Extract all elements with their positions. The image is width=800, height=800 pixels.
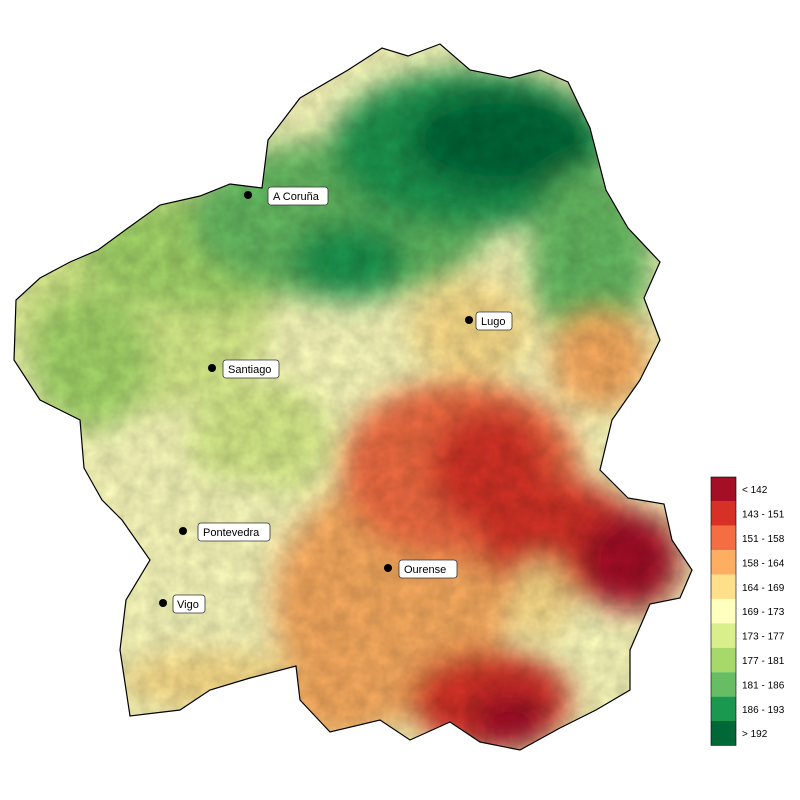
city-label: Lugo: [481, 316, 505, 328]
city-label: A Coruña: [273, 191, 320, 203]
city-label-box: [475, 311, 513, 331]
legend-label: 186 - 193: [742, 705, 785, 716]
legend-swatch: [711, 477, 736, 502]
city-lugo: Lugo: [465, 311, 513, 331]
legend-swatch: [711, 647, 736, 673]
legend-swatch: [711, 525, 736, 551]
legend-swatch: [711, 574, 736, 599]
city-label-box: [172, 594, 206, 614]
legend-label: 143 - 151: [742, 510, 785, 521]
legend-swatch: [711, 623, 736, 648]
city-label-box: [398, 559, 458, 579]
legend-label: 158 - 164: [742, 558, 785, 569]
city-label: Pontevedra: [203, 527, 260, 539]
city-a-coruna: A Coruña: [244, 186, 329, 206]
galicia-outline: [13, 43, 693, 751]
legend-frame: [710, 476, 737, 746]
city-marker: [208, 364, 216, 372]
city-label: Santiago: [228, 364, 271, 376]
legend-swatch: [711, 696, 736, 721]
legend-swatch: [711, 721, 736, 746]
city-marker: [465, 316, 473, 324]
legend-swatch: [711, 672, 736, 697]
legend-swatch: [711, 550, 736, 575]
legend: < 142 143 - 151 151 - 158 158 - 164 164 - 16…: [710, 476, 785, 746]
city-santiago: Santiago: [208, 359, 280, 379]
city-label-box: [222, 359, 280, 379]
city-marker: [244, 191, 252, 199]
city-label: Vigo: [177, 599, 199, 611]
city-vigo: Vigo: [159, 594, 206, 614]
city-label-box: [267, 186, 329, 206]
legend-label: < 142: [742, 485, 768, 496]
city-marker: [179, 527, 187, 535]
legend-label: 181 - 186: [742, 680, 785, 691]
city-pontevedra: Pontevedra: [179, 522, 271, 542]
legend-label: 169 - 173: [742, 607, 785, 618]
legend-label: 164 - 169: [742, 583, 785, 594]
legend-label: > 192: [742, 729, 768, 740]
city-marker: [159, 599, 167, 607]
city-label: Ourense: [404, 564, 446, 576]
legend-label: 173 - 177: [742, 632, 785, 643]
city-label-box: [197, 522, 271, 542]
city-marker: [384, 564, 392, 572]
legend-swatch: [711, 501, 736, 526]
legend-swatch: [711, 599, 736, 624]
legend-label: 177 - 181: [742, 656, 785, 667]
legend-label: 151 - 158: [742, 534, 785, 545]
city-ourense: Ourense: [384, 559, 458, 579]
